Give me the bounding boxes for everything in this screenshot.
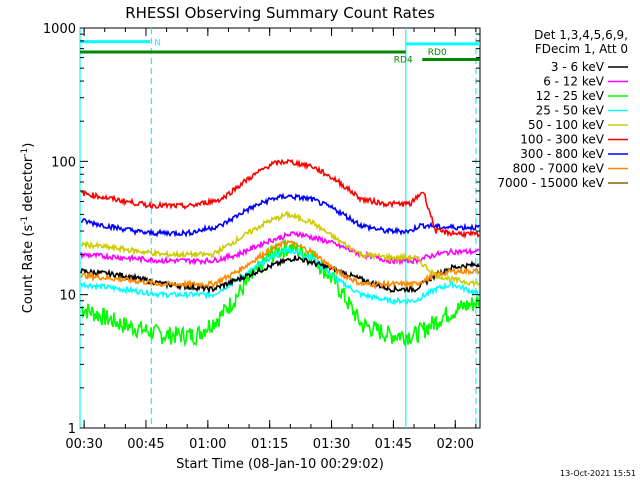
series-3 (80, 245, 480, 306)
x-tick-label-6: 02:00 (437, 437, 474, 452)
y-axis-label-main: Count Rate (s (21, 225, 36, 314)
x-tick-label-4: 01:30 (313, 437, 350, 452)
series-layer (80, 158, 480, 348)
legend-label-2: 12 - 25 keV (536, 89, 605, 103)
flag-label-n: N (154, 39, 161, 49)
legend-label-7: 800 - 7000 keV (513, 162, 605, 176)
vertical-markers (79, 28, 477, 428)
series-2 (80, 239, 480, 348)
plot-area (79, 27, 481, 429)
plot-frame (79, 27, 481, 429)
y-tick-label-2: 100 (51, 155, 76, 170)
x-tick-label-5: 01:45 (375, 437, 412, 452)
y-tick-label-1: 10 (59, 289, 76, 304)
legend-label-1: 6 - 12 keV (543, 75, 605, 89)
legend: Det 1,3,4,5,6,9, FDecim 1, Att 0 3 - 6 k… (497, 28, 628, 190)
flag-bars: N RD0 RD4 (80, 39, 480, 66)
series-7 (80, 239, 480, 289)
legend-label-8: 7000 - 15000 keV (497, 176, 604, 190)
y-tick-label-3: 1000 (43, 22, 76, 37)
legend-label-4: 50 - 100 keV (528, 118, 605, 132)
y-axis-label-mid: detector (21, 156, 36, 216)
x-tick-label-1: 00:45 (127, 437, 164, 452)
legend-header-line1: Det 1,3,4,5,6,9, (534, 28, 628, 42)
series-4 (80, 210, 480, 288)
footer-date: 13-Oct-2021 15:51 (560, 469, 636, 478)
y-axis-label-end: ) (21, 143, 36, 148)
chart-title: RHESSI Observing Summary Count Rates (125, 4, 435, 22)
y-axis-label-sup: -1 (20, 216, 30, 225)
series-1 (80, 230, 480, 266)
y-axis-label-sup2: -1 (20, 148, 30, 157)
x-tick-label-3: 01:15 (251, 437, 288, 452)
flag-label-rd0: RD0 (428, 48, 447, 58)
legend-label-3: 25 - 50 keV (536, 104, 605, 118)
legend-label-6: 300 - 800 keV (520, 147, 604, 161)
legend-header-line2: FDecim 1, Att 0 (535, 42, 628, 56)
axes: 00:30 00:45 01:00 01:15 01:30 01:45 02:00 1 10 10… (43, 22, 480, 452)
legend-label-5: 100 - 300 keV (520, 133, 604, 147)
x-tick-label-0: 00:30 (65, 437, 102, 452)
x-tick-label-2: 01:00 (189, 437, 226, 452)
series-6 (80, 192, 480, 238)
y-tick-label-0: 1 (68, 422, 76, 437)
y-axis-label: Count Rate (s-1 detector-1) (20, 143, 36, 314)
flag-label-rd4: RD4 (394, 56, 413, 66)
series-5 (80, 158, 480, 240)
legend-label-0: 3 - 6 keV (551, 60, 605, 74)
x-axis-label: Start Time (08-Jan-10 00:29:02) (176, 457, 384, 472)
